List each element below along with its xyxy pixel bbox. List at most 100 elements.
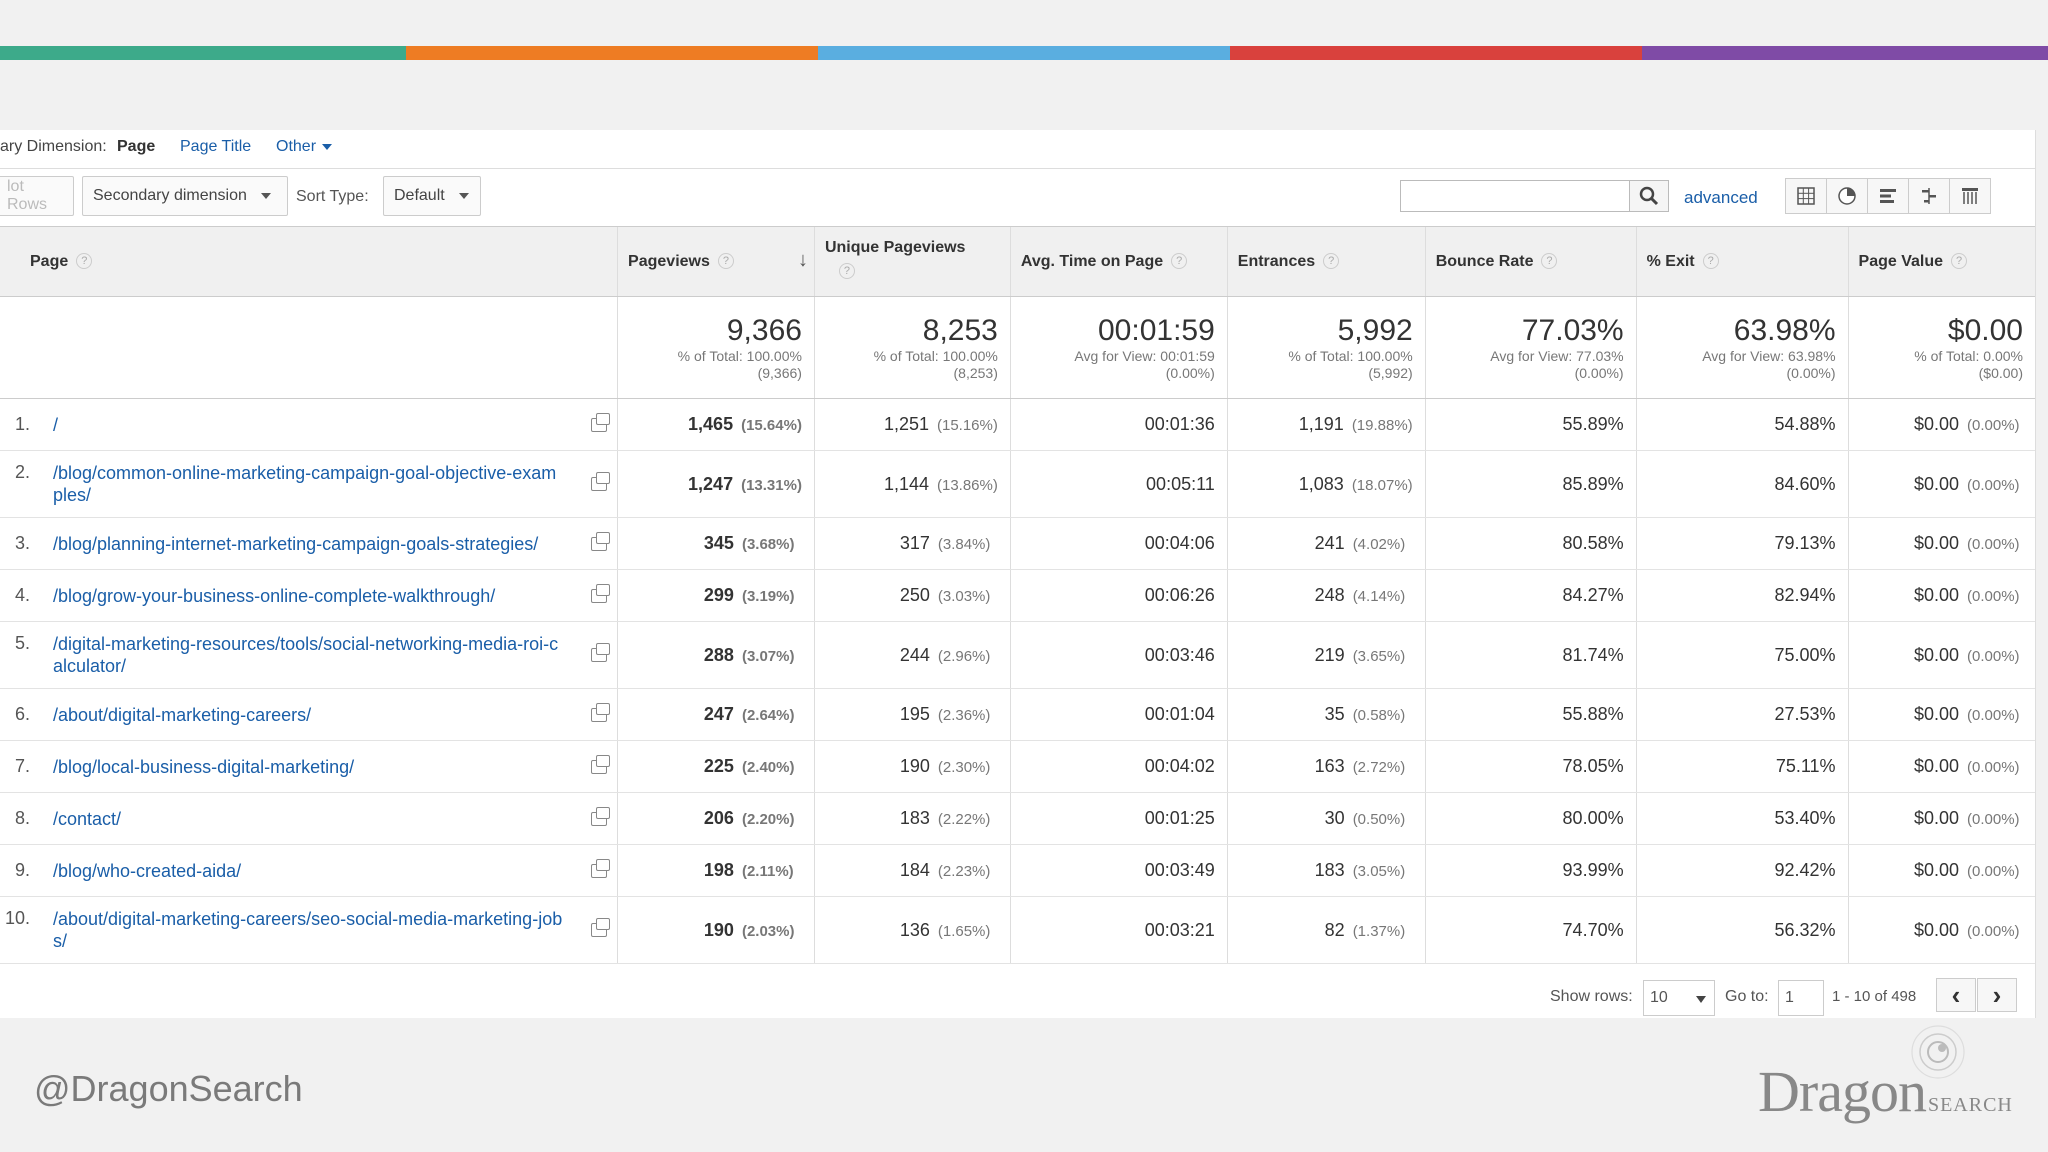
pivot-view-button[interactable] <box>1949 178 1991 214</box>
bar-view-button[interactable] <box>1867 178 1909 214</box>
column-label: Pageviews <box>628 252 710 270</box>
cell-percent: (4.02%) <box>1352 536 1406 553</box>
open-external-icon[interactable] <box>591 918 611 937</box>
open-external-icon[interactable] <box>591 583 611 603</box>
open-external-icon[interactable] <box>591 754 611 774</box>
cell-value: 1,191 <box>1298 414 1344 434</box>
open-external-icon[interactable] <box>591 806 611 826</box>
bounce-rate-cell: 84.27% <box>1424 569 1637 622</box>
row-number: 1. <box>14 413 30 434</box>
total-sub: % of Total: 100.00% <box>1288 347 1413 364</box>
page-link[interactable]: /about/digital-marketing-careers/seo-soc… <box>53 909 563 951</box>
column-header-page[interactable]: Page? <box>0 226 618 297</box>
sort-type-dropdown[interactable]: Default <box>383 176 481 216</box>
advanced-link[interactable]: advanced <box>1684 188 1758 207</box>
page-link[interactable]: /blog/grow-your-business-online-complete… <box>53 585 496 606</box>
column-header-page-value[interactable]: Page Value? <box>1847 226 2035 297</box>
table-view-button[interactable] <box>1785 178 1827 214</box>
plot-rows-button[interactable]: lot Rows <box>0 176 74 216</box>
avg-time-cell: 00:01:25 <box>1009 792 1228 845</box>
entrances-cell: 163 (2.72%) <box>1226 740 1426 793</box>
bar-view-icon <box>1880 189 1896 203</box>
goto-input[interactable]: 1 <box>1778 980 1824 1016</box>
avg-time-cell: 00:06:26 <box>1009 569 1228 622</box>
column-header-exit[interactable]: % Exit? <box>1635 226 1849 297</box>
column-label: % Exit <box>1646 252 1695 270</box>
exit-cell: 82.94% <box>1635 569 1849 622</box>
cell-value: 1,247 <box>688 473 734 494</box>
next-page-button[interactable]: › <box>1977 978 2017 1012</box>
table-row: 4. /blog/grow-your-business-online-comple… <box>0 569 2035 622</box>
open-external-icon[interactable] <box>591 643 611 662</box>
row-number: 8. <box>14 807 30 828</box>
help-icon[interactable]: ? <box>1702 253 1719 270</box>
help-icon[interactable]: ? <box>838 263 855 279</box>
help-icon[interactable]: ? <box>1323 253 1340 270</box>
cell-value: 75.11% <box>1775 756 1836 776</box>
cell-value: $0.00 <box>1913 808 1959 828</box>
page-cell: 8. /contact/ <box>0 792 618 845</box>
open-external-icon[interactable] <box>591 472 611 491</box>
table-row: 7. /blog/local-business-digital-marketing… <box>0 740 2035 793</box>
cell-value: 00:01:04 <box>1144 704 1215 724</box>
open-external-icon[interactable] <box>591 531 611 551</box>
comparison-view-button[interactable] <box>1908 178 1950 214</box>
page-link[interactable]: /about/digital-marketing-careers/ <box>53 704 312 725</box>
page-cell: 4. /blog/grow-your-business-online-comple… <box>0 569 618 622</box>
page-link[interactable]: /blog/planning-internet-marketing-campai… <box>53 533 539 554</box>
column-header-bounce-rate[interactable]: Bounce Rate? <box>1424 226 1637 297</box>
page-link[interactable]: /digital-marketing-resources/tools/socia… <box>53 634 559 676</box>
unique-pageviews-cell: 136 (1.65%) <box>813 896 1011 964</box>
cell-percent: (2.22%) <box>937 811 991 828</box>
open-external-icon[interactable] <box>591 412 611 432</box>
dimension-other[interactable]: Other <box>276 138 333 156</box>
entrances-cell: 82 (1.37%) <box>1226 896 1426 964</box>
page-value-cell: $0.00 (0.00%) <box>1847 517 2035 570</box>
pageviews-cell: 206 (2.20%) <box>617 792 815 845</box>
view-switcher <box>1785 178 1991 214</box>
cell-value: 80.00% <box>1562 808 1624 828</box>
total-sub: (5,992) <box>1368 364 1413 381</box>
page-link[interactable]: /contact/ <box>53 808 122 829</box>
page-link[interactable]: / <box>53 414 59 435</box>
help-icon[interactable]: ? <box>1541 253 1558 270</box>
sort-descending-icon[interactable]: ↓ <box>797 249 808 271</box>
help-icon[interactable]: ? <box>1171 253 1188 270</box>
column-header-avg-time[interactable]: Avg. Time on Page? <box>1009 226 1228 297</box>
report-panel: ary Dimension: Page Page Title Other lot… <box>0 130 2036 1018</box>
avg-time-cell: 00:05:11 <box>1009 450 1228 518</box>
page-range: 1 - 10 of 498 <box>1832 988 1917 1005</box>
column-header-entrances[interactable]: Entrances? <box>1226 226 1426 297</box>
exit-cell: 84.60% <box>1635 450 1849 518</box>
column-header-unique-pageviews[interactable]: Unique Pageviews? <box>813 226 1011 297</box>
page-link[interactable]: /blog/who-created-aida/ <box>53 860 242 881</box>
pie-view-button[interactable] <box>1826 178 1868 214</box>
search-input[interactable] <box>1400 180 1630 212</box>
prev-page-button[interactable]: ‹ <box>1936 978 1976 1012</box>
total-sub: (9,366) <box>757 364 802 381</box>
page-link[interactable]: /blog/local-business-digital-marketing/ <box>53 756 355 777</box>
show-rows-select[interactable]: 10 <box>1643 980 1715 1016</box>
open-external-icon[interactable] <box>591 858 611 878</box>
page-cell: 3. /blog/planning-internet-marketing-camp… <box>0 517 618 570</box>
unique-pageviews-cell: 184 (2.23%) <box>813 844 1011 897</box>
help-icon[interactable]: ? <box>76 253 93 270</box>
avg-time-cell: 00:01:36 <box>1009 398 1228 451</box>
page-link[interactable]: /blog/common-online-marketing-campaign-g… <box>53 463 557 505</box>
bounce-rate-cell: 78.05% <box>1424 740 1637 793</box>
dimension-page-title[interactable]: Page Title <box>180 138 252 155</box>
chevron-left-icon: ‹ <box>1951 980 1961 1010</box>
total-value: 5,992 <box>1337 313 1413 347</box>
cell-value: 1,465 <box>688 414 734 434</box>
chevron-down-icon <box>458 193 469 199</box>
search-button[interactable] <box>1629 180 1669 212</box>
cell-value: 190 <box>703 919 734 940</box>
open-external-icon[interactable] <box>591 702 611 722</box>
dimension-page[interactable]: Page <box>117 138 156 155</box>
help-icon[interactable]: ? <box>717 253 734 270</box>
secondary-dimension-dropdown[interactable]: Secondary dimension <box>82 176 288 216</box>
column-header-pageviews[interactable]: Pageviews? ↓ <box>617 226 815 297</box>
help-icon[interactable]: ? <box>1951 253 1968 270</box>
cell-percent: (0.00%) <box>1967 863 2020 880</box>
pageviews-cell: 198 (2.11%) <box>617 844 815 897</box>
